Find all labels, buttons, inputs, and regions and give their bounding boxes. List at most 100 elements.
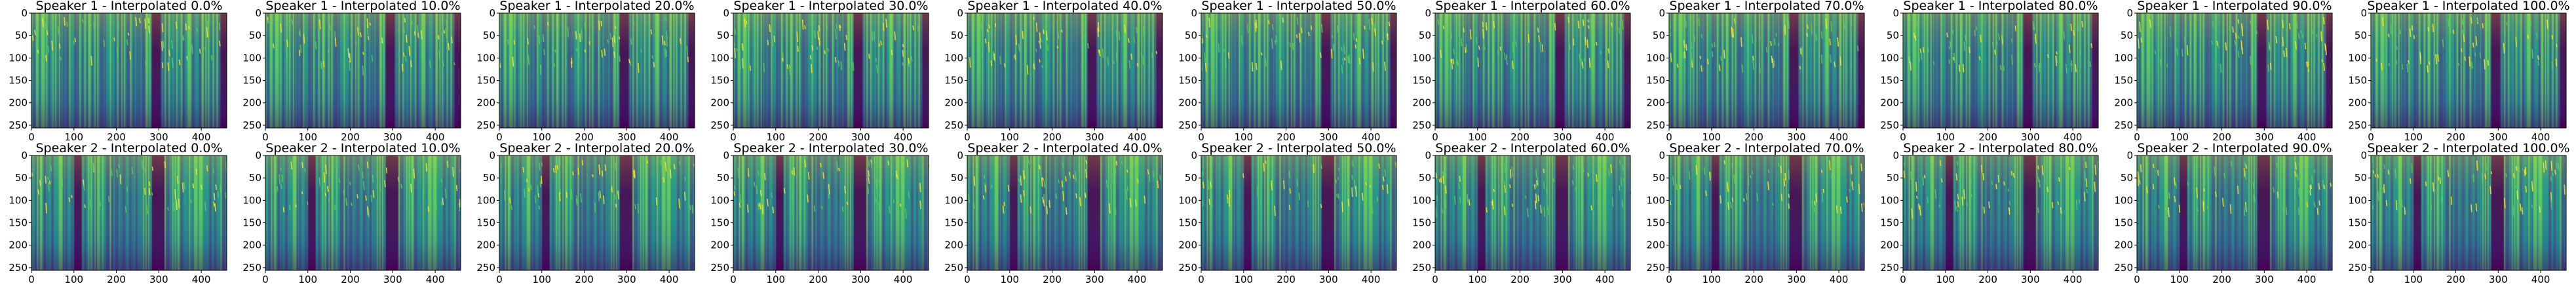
y-tick-label: 250 [2348, 119, 2367, 131]
x-tick-label: 0 [1198, 274, 1204, 285]
spectrogram-shading [1201, 13, 1396, 128]
spectrogram-shading [2371, 155, 2566, 270]
x-tick-label: 100 [1468, 274, 1487, 285]
x-tick-label: 400 [1362, 131, 1381, 143]
x-tick-label: 0 [262, 131, 269, 143]
y-tick-label: 50 [2355, 30, 2367, 41]
x-tick-label: 0 [964, 274, 971, 285]
y-tick-label: 100 [2348, 52, 2367, 64]
harmonic-flecks [503, 159, 695, 214]
x-tick-label: 300 [1085, 131, 1104, 143]
x-tick-label: 100 [1702, 131, 1721, 143]
x-tick-label: 400 [660, 131, 679, 143]
panel-title: Speaker 1 - Interpolated 50.0% [1201, 0, 1396, 13]
x-tick-label: 200 [1277, 274, 1296, 285]
x-tick-label: 300 [1319, 274, 1338, 285]
panel-title: Speaker 2 - Interpolated 50.0% [1201, 141, 1396, 155]
x-tick-label: 100 [766, 131, 785, 143]
x-tick-label: 0 [28, 274, 35, 285]
panel-title: Speaker 1 - Interpolated 30.0% [733, 0, 928, 13]
y-tick-label: 50 [951, 30, 963, 41]
axes-frame [265, 155, 461, 271]
x-tick-label: 0 [262, 274, 269, 285]
axes-frame [967, 155, 1163, 271]
spectrogram-panel: Speaker 2 - Interpolated 0.0% 0 100 200 300 4… [9, 141, 227, 285]
harmonic-flecks [1201, 17, 1391, 74]
y-tick-label: 150 [2114, 217, 2133, 229]
axes-frame [2370, 155, 2567, 271]
y-tick-label: 250 [1412, 262, 1431, 274]
spectrogram-shading [1903, 155, 2098, 270]
panel-title: Speaker 2 - Interpolated 10.0% [265, 141, 460, 155]
y-tick-label: 150 [242, 75, 261, 87]
y-tick-label: 150 [1880, 217, 1899, 229]
x-tick-label: 100 [1234, 274, 1253, 285]
axes-frame [31, 12, 227, 129]
y-tick-label: 250 [1412, 119, 1431, 131]
x-tick-label: 0 [2368, 274, 2374, 285]
y-tick-label: 100 [2114, 52, 2133, 64]
spectrogram-shading [265, 155, 461, 270]
y-tick-label: 150 [1412, 75, 1431, 87]
harmonic-flecks [733, 159, 930, 218]
y-tick-label: 250 [1646, 119, 1665, 131]
y-tick-label: 200 [9, 97, 28, 109]
axes-frame [1668, 155, 1865, 271]
spectrogram-shading [2137, 155, 2332, 270]
y-tick-label: 200 [1412, 97, 1431, 109]
y-tick-label: 150 [476, 217, 495, 229]
y-tick-label: 200 [2348, 239, 2367, 251]
x-tick-label: 0 [730, 131, 737, 143]
panel-title: Speaker 2 - Interpolated 60.0% [1435, 141, 1630, 155]
x-tick-label: 0 [1666, 274, 1672, 285]
x-tick-label: 300 [851, 274, 870, 285]
panel-title: Speaker 1 - Interpolated 0.0% [35, 0, 222, 13]
panel-title: Speaker 2 - Interpolated 40.0% [967, 141, 1162, 155]
y-tick-label: 50 [15, 172, 28, 184]
y-tick-label: 150 [2114, 75, 2133, 87]
y-tick-label: 50 [249, 172, 261, 184]
y-tick-label: 100 [1880, 52, 1899, 64]
harmonic-flecks [31, 16, 221, 72]
spectrogram-panel: Speaker 2 - Interpolated 50.0% 0 100 200 300… [1178, 141, 1397, 285]
y-tick-label: 250 [1880, 262, 1899, 274]
axes-frame [1668, 12, 1865, 129]
spectrogram-panel: Speaker 1 - Interpolated 20.0% 0 100 200 300… [476, 0, 695, 143]
x-tick-label: 100 [64, 274, 83, 285]
x-tick-label: 300 [383, 131, 402, 143]
y-tick-label: 250 [9, 262, 28, 274]
harmonic-flecks [2375, 17, 2558, 73]
y-tick-label: 100 [1412, 194, 1431, 206]
x-tick-label: 200 [1510, 274, 1529, 285]
x-tick-label: 200 [341, 274, 360, 285]
x-tick-label: 200 [1978, 131, 1997, 143]
y-tick-label: 0 [255, 150, 261, 161]
y-tick-label: 200 [944, 97, 963, 109]
y-tick-label: 200 [242, 239, 261, 251]
y-tick-label: 100 [2114, 194, 2133, 206]
y-tick-label: 250 [242, 119, 261, 131]
x-tick-label: 100 [64, 131, 83, 143]
harmonic-flecks [1201, 160, 1397, 216]
y-tick-label: 200 [944, 239, 963, 251]
x-tick-label: 400 [894, 131, 913, 143]
spectrogram-panel: Speaker 1 - Interpolated 90.0% 0 100 200 300… [2114, 0, 2333, 143]
x-tick-label: 0 [1666, 131, 1672, 143]
y-tick-label: 50 [1887, 172, 1899, 184]
x-tick-label: 100 [2404, 131, 2423, 143]
y-tick-label: 150 [1412, 217, 1431, 229]
x-tick-label: 0 [1432, 274, 1438, 285]
y-tick-label: 0 [1659, 7, 1665, 19]
axes-frame [1902, 12, 2099, 129]
y-tick-label: 100 [1412, 52, 1431, 64]
panel-title: Speaker 2 - Interpolated 20.0% [499, 141, 694, 155]
y-tick-label: 50 [1653, 30, 1665, 41]
y-tick-label: 200 [2114, 239, 2133, 251]
x-tick-label: 0 [964, 131, 971, 143]
x-tick-label: 200 [809, 274, 828, 285]
x-tick-label: 100 [532, 131, 551, 143]
y-tick-label: 250 [944, 119, 963, 131]
panel-title: Speaker 2 - Interpolated 100.0% [2367, 141, 2569, 155]
y-tick-label: 50 [1887, 30, 1899, 41]
y-tick-label: 200 [1178, 97, 1197, 109]
